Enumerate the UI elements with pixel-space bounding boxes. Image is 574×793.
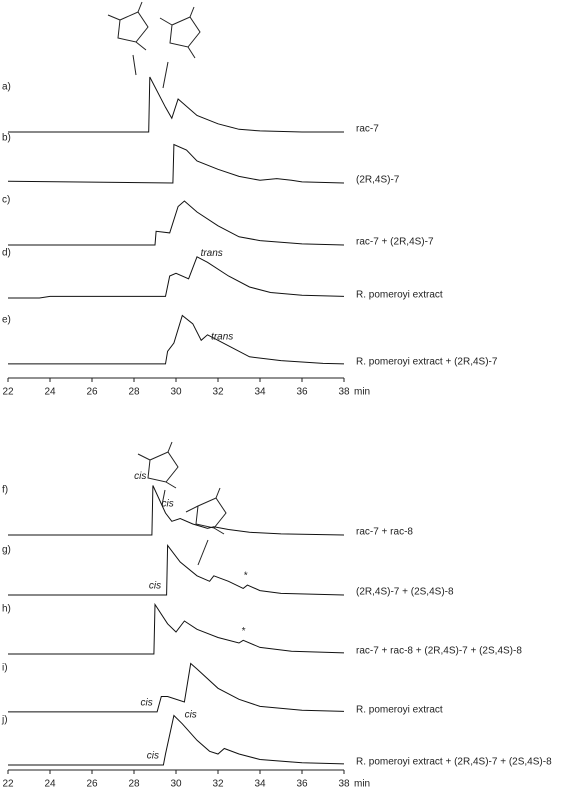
annotation: cis [140, 698, 152, 709]
annotation: cis [185, 709, 197, 720]
x-tick-label: 38 [338, 779, 350, 790]
trace [8, 314, 345, 365]
x-axis-label: min [354, 779, 370, 790]
trace [8, 200, 345, 246]
trace-letter: d) [2, 248, 11, 259]
trace-label: rac-7 [356, 124, 379, 135]
x-tick-label: 30 [170, 387, 182, 398]
trace-label: R. pomeroyi extract + (2R,4S)-7 [356, 357, 498, 368]
annotation: trans [201, 248, 223, 259]
trace [8, 76, 344, 133]
x-tick-label: 32 [212, 387, 224, 398]
x-tick-label: 22 [2, 779, 14, 790]
x-tick-label: 34 [254, 779, 266, 790]
x-axis-label: min [354, 387, 370, 398]
trace-label: rac-7 + rac-8 [356, 527, 413, 538]
trace-letter: j) [1, 715, 8, 726]
trace [8, 662, 345, 713]
x-tick-label: 22 [2, 387, 14, 398]
trace [8, 602, 345, 655]
trace-label: R. pomeroyi extract + (2R,4S)-7 + (2S,4S… [356, 757, 552, 768]
trace [8, 714, 345, 766]
molecule-sketches [107, 1, 227, 566]
trace-letter: b) [2, 133, 11, 144]
trace-letter: e) [2, 315, 11, 326]
trace-letter: g) [2, 545, 11, 556]
x-tick-label: 34 [254, 387, 266, 398]
trace-letter: a) [2, 82, 11, 93]
trace-label: R. pomeroyi extract [356, 290, 443, 301]
x-tick-label: 38 [338, 387, 350, 398]
x-tick-label: 24 [44, 779, 56, 790]
x-tick-label: 30 [170, 779, 182, 790]
trace [8, 485, 345, 536]
trace-label: rac-7 + rac-8 + (2R,4S)-7 + (2S,4S)-8 [356, 646, 522, 657]
trace-letter: i) [2, 663, 8, 674]
annotation: cis [149, 581, 161, 592]
trace [7, 143, 345, 184]
trace-label: R. pomeroyi extract [356, 705, 443, 716]
x-tick-label: 36 [296, 779, 308, 790]
trace-label: rac-7 + (2R,4S)-7 [356, 237, 434, 248]
annotation: cis [161, 499, 173, 510]
trace [8, 256, 345, 299]
x-tick-label: 26 [86, 779, 98, 790]
annotation: cis [147, 751, 159, 762]
trace [8, 544, 345, 596]
trace-label: (2R,4S)-7 + (2S,4S)-8 [356, 587, 454, 598]
annotation: cis [134, 471, 146, 482]
x-tick-label: 28 [128, 779, 140, 790]
trace-letter: f) [2, 485, 8, 496]
trace-letter: c) [2, 195, 10, 206]
x-tick-label: 36 [296, 387, 308, 398]
annotation: trans [211, 331, 233, 342]
annotation: * [243, 571, 248, 582]
trace-letter: h) [2, 604, 11, 615]
annotation: * [241, 626, 246, 637]
x-tick-label: 28 [128, 387, 140, 398]
trace-label: (2R,4S)-7 [356, 175, 400, 186]
x-tick-label: 26 [86, 387, 98, 398]
x-tick-label: 24 [44, 387, 56, 398]
x-tick-label: 32 [212, 779, 224, 790]
